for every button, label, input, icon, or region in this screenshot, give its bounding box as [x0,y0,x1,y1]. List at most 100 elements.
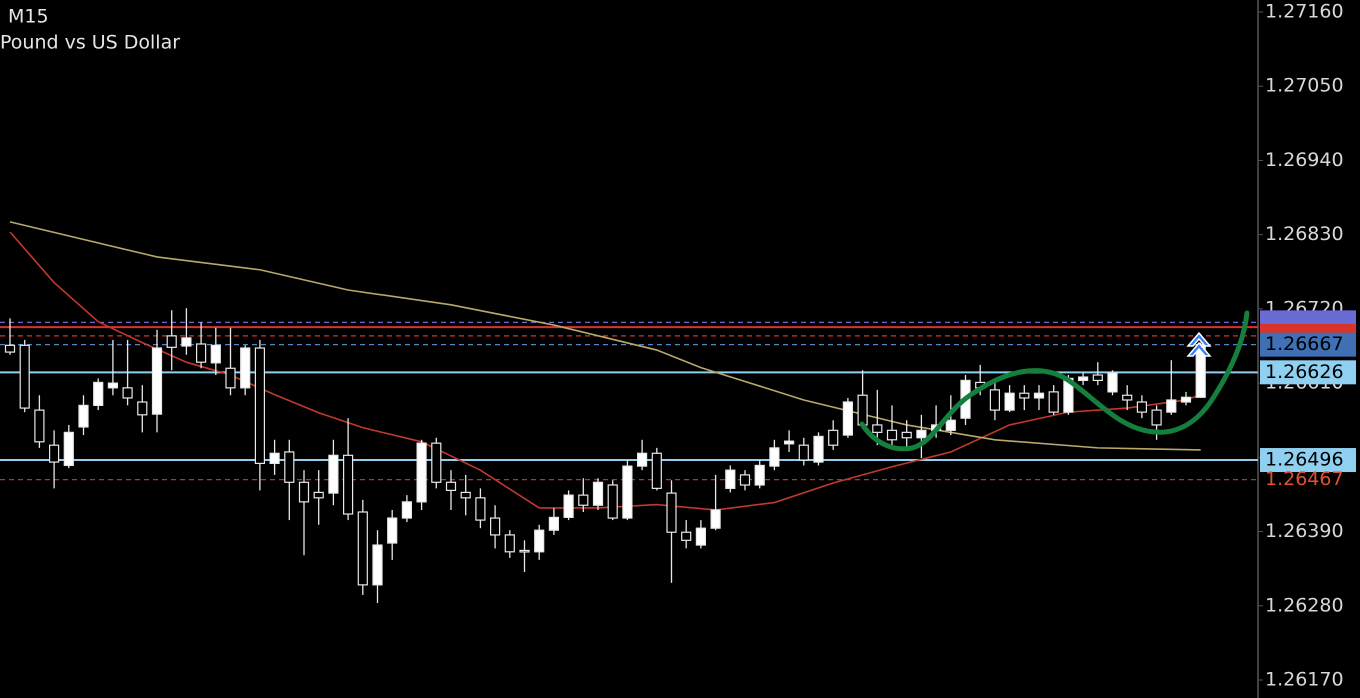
candle-body [622,465,633,519]
y-tick-label: 1.26390 [1265,520,1344,542]
candle-body [710,509,721,529]
candle-body [4,344,16,353]
candle-body [725,469,736,489]
candle-body [210,344,221,364]
candle-body [372,544,383,586]
candle-body [681,531,692,541]
candle-body [166,335,177,348]
candle-body [607,484,618,519]
y-tick-label: 1.26170 [1265,669,1344,691]
hand-drawn-annotation [859,310,1250,452]
candle-body [122,387,133,399]
candle-body [63,431,74,467]
candle-body [328,454,339,494]
candle-body [313,491,324,499]
candle-body [240,347,251,389]
candle-body [798,444,809,461]
candle-body [857,394,868,426]
y-tick-label: 1.26940 [1265,149,1344,171]
candle-body [34,409,45,443]
candle-body [490,517,501,536]
candle-body [783,440,795,445]
y-tick-label: 1.26280 [1265,594,1344,616]
candle-body [107,382,119,389]
moving-average [9,221,1201,451]
candle-body [945,419,956,431]
candle-body [284,451,295,483]
price-label-box [1260,448,1356,473]
candle-body [460,491,471,499]
price-label: 1.26467 [1265,468,1344,490]
candle-body [431,442,442,483]
candle-body [196,343,207,363]
arrow-chevron [1186,341,1212,357]
price-label: 1.26626 [1265,361,1344,383]
price-label: 1.26496 [1265,449,1344,471]
price-label: 1.26667 [1265,333,1344,355]
candle-body [695,527,707,546]
candle-body [651,452,662,489]
candle-body [254,347,265,465]
candle-body [813,435,824,463]
candle-body [1077,376,1089,382]
candle-body [137,401,148,416]
candle-body [445,481,457,491]
candle-body [828,429,839,446]
y-tick-label: 1.27050 [1265,75,1344,97]
price-label-box [1260,360,1356,385]
candle-body [578,494,589,506]
candle-body [1107,372,1118,393]
candle-body [666,492,677,533]
candle-body [225,367,236,389]
candle-body [298,481,310,503]
y-tick-label: 1.26830 [1265,223,1344,245]
candle-body [548,516,560,531]
candle-body [78,404,89,428]
candle-body [1122,394,1133,401]
candle-body [901,431,912,439]
candle-body [1048,391,1059,413]
price-label-box [1260,332,1356,357]
candle-body [387,517,398,544]
arrow-chevron [1186,331,1212,347]
candle-body [534,529,545,553]
candle-body [563,494,574,518]
candle-body [504,534,515,553]
candle-body [416,442,427,503]
candle-body [739,474,751,486]
candle-body [1004,392,1015,411]
candle-body [475,497,486,521]
y-tick-label: 1.27160 [1265,1,1344,23]
candle-body [401,501,412,519]
candle-body [842,401,854,436]
timeframe: M15 [8,6,49,28]
candle-body [519,549,530,553]
candle-body [151,347,163,415]
candle-body [636,452,648,467]
candle-body [1166,399,1177,413]
candle-body [1019,392,1030,399]
candle-body [19,344,30,409]
candle-body [1092,374,1103,382]
candle-body [343,454,354,515]
candle-body [1151,409,1162,426]
candle-body [872,424,883,433]
candle-body [357,511,368,586]
candle-body [1180,396,1192,403]
candle-body [1033,392,1045,399]
candle-body [1136,401,1148,413]
candle-body [916,429,927,439]
candle-body [93,381,104,406]
candle-body [886,429,898,441]
candle-body [754,464,765,486]
candle-body [48,444,60,463]
candle-body [989,389,1001,411]
candle-body [269,452,280,465]
candle-body [181,337,192,347]
signal-arrow [1186,331,1212,357]
symbol-description: Pound vs US Dollar [0,32,180,54]
candle-body [769,447,780,467]
candle-body [592,481,604,506]
